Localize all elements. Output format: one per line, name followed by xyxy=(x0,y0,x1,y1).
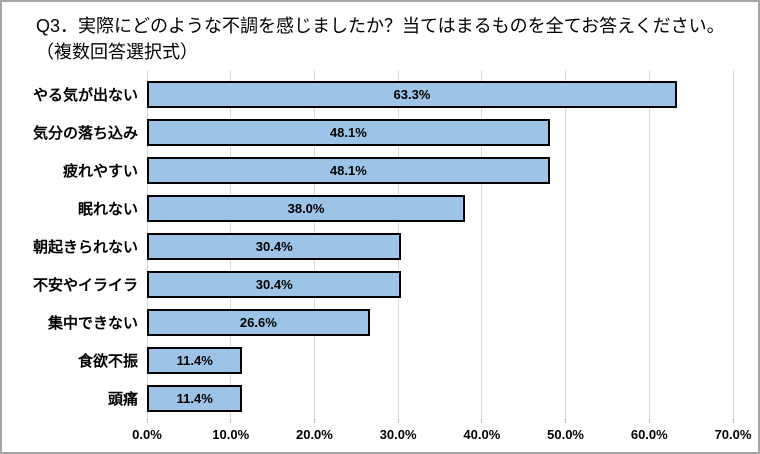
gridline xyxy=(648,70,650,417)
plot-area: やる気が出ない 63.3% 気分の落ち込み 48.1% 疲れやすい 48.1% 眠れない 38… xyxy=(2,70,734,417)
axis-tick xyxy=(732,418,734,423)
bar: 48.1% xyxy=(147,118,550,146)
bar-row: 疲れやすい 48.1% xyxy=(2,151,733,189)
category-label: 不安やイライラ xyxy=(32,276,138,294)
bar: 11.4% xyxy=(147,346,243,374)
axis-tick xyxy=(230,418,232,423)
axis-tick-label: 40.0% xyxy=(463,427,501,442)
bar-value-label: 48.1% xyxy=(329,162,367,178)
bar-track: 48.1% xyxy=(147,118,733,146)
bar-track: 11.4% xyxy=(147,346,733,374)
chart-title-line1: Q3．実際にどのような不調を感じましたか？当てはまるものを全てお答えください。 xyxy=(36,16,725,36)
bar-track: 11.4% xyxy=(147,384,733,412)
bar-row: 集中できない 26.6% xyxy=(2,303,733,341)
gridline xyxy=(481,70,483,417)
bar-value-label: 11.4% xyxy=(176,352,213,368)
bar-track: 63.3% xyxy=(147,80,733,108)
axis-tick-label: 10.0% xyxy=(212,427,250,442)
axis-tick-label: 60.0% xyxy=(630,427,668,442)
bar: 30.4% xyxy=(147,270,402,298)
bar-value-label: 26.6% xyxy=(239,314,277,330)
axis-tick xyxy=(397,418,399,423)
bar: 11.4% xyxy=(147,384,243,412)
bar-track: 30.4% xyxy=(147,270,733,298)
bar-value-label: 30.4% xyxy=(255,238,293,254)
bar-row: 眠れない 38.0% xyxy=(2,189,733,227)
axis-tick xyxy=(481,418,483,423)
bar-value-label: 11.4% xyxy=(176,390,213,406)
category-label: 疲れやすい xyxy=(62,162,138,180)
bar-row: 気分の落ち込み 48.1% xyxy=(2,113,733,151)
axis-tick xyxy=(648,418,650,423)
bar: 63.3% xyxy=(147,80,677,108)
category-label: 食欲不振 xyxy=(77,352,138,370)
gridline xyxy=(732,70,734,417)
chart-title: Q3．実際にどのような不調を感じましたか？当てはまるものを全てお答えください。 … xyxy=(2,2,758,65)
axis-tick xyxy=(565,418,567,423)
bar-value-label: 38.0% xyxy=(287,200,325,216)
category-label: 頭痛 xyxy=(107,390,138,408)
bar-track: 48.1% xyxy=(147,156,733,184)
axis-tick-label: 0.0% xyxy=(132,427,162,442)
category-label: 集中できない xyxy=(47,314,138,332)
category-label: 気分の落ち込み xyxy=(32,124,138,142)
axis-tick xyxy=(146,418,148,423)
bar-chart: やる気が出ない 63.3% 気分の落ち込み 48.1% 疲れやすい 48.1% 眠れない 38… xyxy=(2,70,751,447)
bar: 48.1% xyxy=(147,156,550,184)
bar-value-label: 48.1% xyxy=(329,124,367,140)
bar: 38.0% xyxy=(147,194,466,222)
bar-row: やる気が出ない 63.3% xyxy=(2,75,733,113)
category-label: 朝起きられない xyxy=(32,238,138,256)
bar-track: 30.4% xyxy=(147,232,733,260)
axis-tick-label: 30.0% xyxy=(379,427,417,442)
chart-title-line2: （複数回答選択式） xyxy=(36,42,198,62)
bar-rows: やる気が出ない 63.3% 気分の落ち込み 48.1% 疲れやすい 48.1% 眠れない 38… xyxy=(2,75,733,417)
axis-tick-label: 70.0% xyxy=(714,427,752,442)
bar-row: 不安やイライラ 30.4% xyxy=(2,265,733,303)
bar: 30.4% xyxy=(147,232,402,260)
bar-value-label: 63.3% xyxy=(393,86,431,102)
gridline xyxy=(565,70,567,417)
category-label: やる気が出ない xyxy=(32,86,138,104)
axis-tick-label: 50.0% xyxy=(547,427,584,442)
bar-track: 26.6% xyxy=(147,308,733,336)
x-axis: 0.0% 10.0% 20.0% 30.0% 40.0% 50.0% 60.0% 70.0% xyxy=(132,417,751,447)
bar-row: 食欲不振 11.4% xyxy=(2,341,733,379)
category-label: 眠れない xyxy=(77,200,138,218)
bar-value-label: 30.4% xyxy=(255,276,293,292)
axis-tick xyxy=(313,418,315,423)
bar-row: 頭痛 11.4% xyxy=(2,379,733,417)
bar: 26.6% xyxy=(147,308,370,336)
bar-track: 38.0% xyxy=(147,194,733,222)
bar-row: 朝起きられない 30.4% xyxy=(2,227,733,265)
axis-tick-label: 20.0% xyxy=(295,427,333,442)
